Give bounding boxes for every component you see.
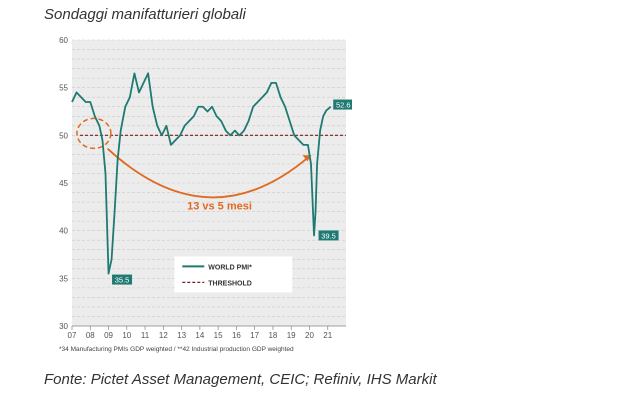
- value-label: 39.5: [321, 231, 336, 240]
- x-axis-ticks: 07 08 09 10 11 12 13 14 15 16 17 18 19 20 21: [68, 325, 346, 340]
- x-tick-label: 09: [104, 331, 113, 340]
- y-tick-label: 40: [59, 227, 68, 236]
- y-tick-label: 50: [59, 131, 68, 140]
- x-tick-label: 18: [268, 331, 277, 340]
- x-tick-label: 13: [177, 331, 186, 340]
- y-tick-label: 60: [59, 36, 68, 45]
- chart-footnote: *34 Manufacturing PMIs GDP weighted / **…: [59, 346, 294, 353]
- annotation-text: 13 vs 5 mesi: [187, 201, 252, 213]
- value-label: 52.6: [336, 101, 351, 110]
- pmi-chart: 30 35 40 45 50 55 60 07 08 09 10 11 12 13 14 15 16 17 18 1…: [52, 30, 354, 360]
- x-tick-label: 15: [214, 331, 223, 340]
- y-tick-label: 45: [59, 179, 68, 188]
- legend-label-world-pmi: WORLD PMI*: [208, 264, 252, 271]
- annotation-arc: [107, 148, 311, 199]
- x-tick-label: 12: [159, 331, 168, 340]
- x-tick-label: 07: [68, 331, 77, 340]
- series-line-world-pmi: [71, 72, 332, 275]
- value-label-box: [333, 99, 354, 110]
- x-tick-label: 11: [141, 331, 150, 340]
- x-tick-label: 21: [323, 331, 332, 340]
- y-tick-label: 30: [59, 322, 68, 331]
- legend-label-threshold: THRESHOLD: [208, 280, 252, 287]
- x-tick-label: 10: [122, 331, 131, 340]
- y-axis-ticks: 30 35 40 45 50 55 60: [59, 36, 68, 331]
- x-tick-label: 17: [250, 331, 259, 340]
- value-labels: 52.6 39.5 35.5: [112, 99, 354, 285]
- x-tick-label: 14: [195, 331, 204, 340]
- annotation-highlight-ellipse: [76, 117, 112, 150]
- legend-box: [174, 256, 293, 293]
- y-tick-label: 35: [59, 274, 68, 283]
- x-tick-label: 16: [232, 331, 241, 340]
- x-tick-label: 20: [305, 331, 314, 340]
- value-label: 35.5: [115, 276, 130, 285]
- pmi-chart-svg: 30 35 40 45 50 55 60 07 08 09 10 11 12 13 14 15 16 17 18 1…: [52, 30, 354, 360]
- source-caption: Fonte: Pictet Asset Management, CEIC; Re…: [44, 371, 437, 388]
- chart-caption-title: Sondaggi manifatturieri globali: [44, 6, 246, 23]
- x-tick-label: 08: [86, 331, 95, 340]
- legend: WORLD PMI* THRESHOLD: [174, 256, 293, 293]
- value-label-box: [112, 274, 133, 285]
- value-label-box: [318, 230, 339, 241]
- y-tick-label: 55: [59, 84, 68, 93]
- x-tick-label: 19: [287, 331, 296, 340]
